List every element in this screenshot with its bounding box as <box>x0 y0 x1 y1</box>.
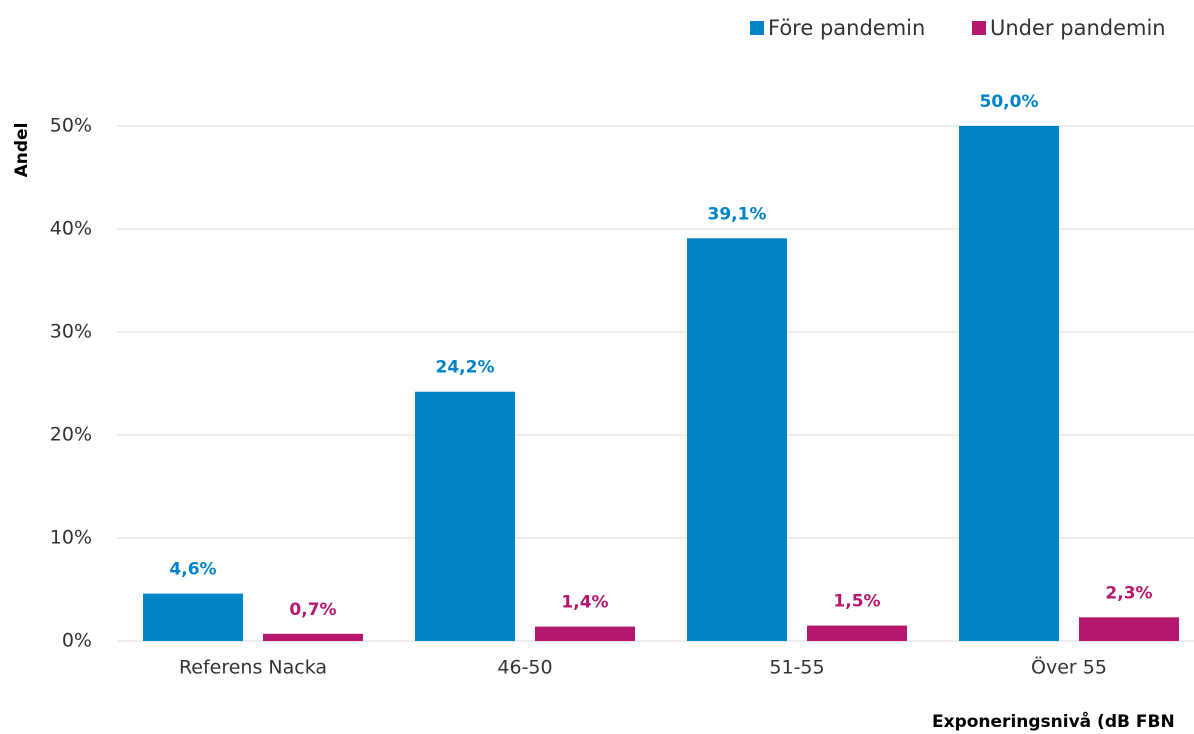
bar <box>959 126 1059 641</box>
bar <box>807 625 907 641</box>
x-tick-label: Referens Nacka <box>179 657 327 679</box>
data-label: 2,3% <box>1105 583 1152 603</box>
x-tick-label: Över 55 <box>1031 656 1107 679</box>
data-label: 0,7% <box>289 600 336 620</box>
data-label: 24,2% <box>436 358 495 378</box>
data-label: 39,1% <box>708 204 767 224</box>
legend-label: Under pandemin <box>990 16 1166 40</box>
data-label: 1,5% <box>833 592 880 612</box>
legend-swatch <box>972 21 986 35</box>
x-tick-label: 51-55 <box>769 657 824 679</box>
legend-label: Före pandemin <box>768 16 925 40</box>
y-axis-title: Andel <box>12 123 32 178</box>
bar <box>143 593 243 641</box>
bar <box>535 626 635 641</box>
y-tick-label: 10% <box>50 527 92 549</box>
x-tick-label: 46-50 <box>497 657 552 679</box>
y-tick-label: 0% <box>62 630 92 652</box>
data-label: 1,4% <box>561 593 608 613</box>
y-tick-label: 50% <box>50 115 92 137</box>
data-label: 50,0% <box>980 92 1039 112</box>
bar <box>687 238 787 641</box>
y-tick-label: 20% <box>50 424 92 446</box>
y-tick-label: 30% <box>50 321 92 343</box>
x-axis-title: Exponeringsnivå (dB FBN <box>932 710 1175 732</box>
legend-swatch <box>750 21 764 35</box>
bar <box>263 633 363 641</box>
bar <box>1079 617 1179 641</box>
bar <box>415 391 515 641</box>
y-tick-label: 40% <box>50 218 92 240</box>
data-label: 4,6% <box>169 560 216 580</box>
